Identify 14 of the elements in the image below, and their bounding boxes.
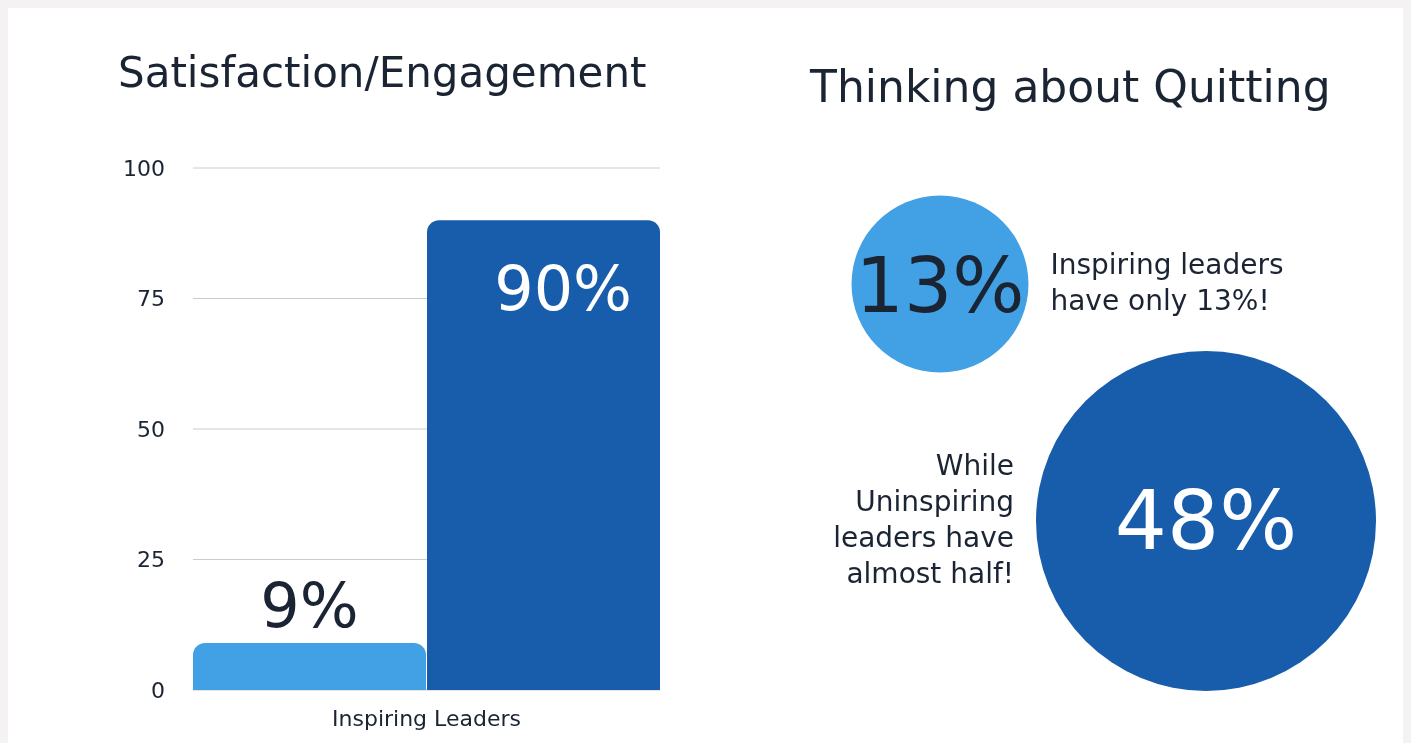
y-tick-label: 100	[123, 155, 165, 181]
chart-title: Satisfaction/Engagement	[118, 48, 647, 97]
data-label: 13%	[855, 241, 1025, 330]
text: Thinking about Quitting	[809, 61, 1331, 112]
x-tick-label: Inspiring Leaders	[332, 705, 521, 731]
y-tick-label: 0	[151, 677, 165, 703]
y-tick-label: 75	[137, 286, 165, 312]
y-tick-label: 50	[137, 416, 165, 442]
data-label: 90%	[494, 252, 632, 326]
data-label: 9%	[260, 569, 359, 643]
data-label: 48%	[1114, 473, 1298, 568]
text: While Uninspiring leaders have almost half!	[833, 449, 1014, 590]
text: Inspiring leaders have only 13%!	[1050, 248, 1284, 317]
y-tick-label: 25	[137, 547, 165, 573]
